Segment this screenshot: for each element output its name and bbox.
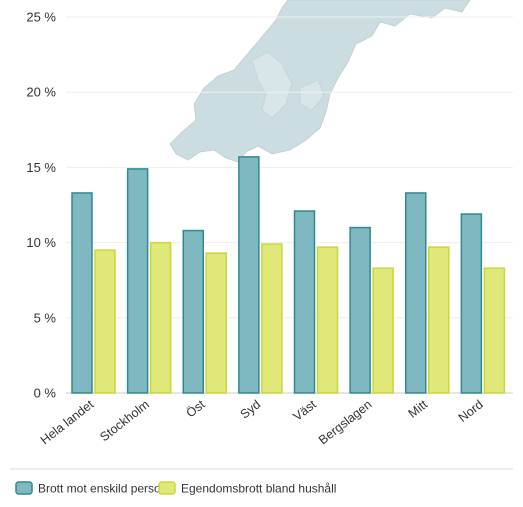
- x-tick-label: Syd: [238, 397, 264, 421]
- bar-person-2[interactable]: [182, 229, 204, 394]
- bars: [71, 156, 506, 394]
- bar-person-1[interactable]: [126, 168, 149, 394]
- bar-person-3[interactable]: [238, 156, 260, 394]
- y-tick-label: 15 %: [26, 160, 56, 175]
- y-tick-label: 5 %: [34, 310, 57, 325]
- legend-item-0[interactable]: Brott mot enskild person: [15, 481, 167, 496]
- x-tick-label: Öst: [184, 397, 208, 420]
- bar-person-7[interactable]: [460, 213, 483, 394]
- x-tick-label: Nord: [456, 397, 486, 425]
- legend-swatch: [15, 481, 33, 495]
- x-tick-label: Bergslagen: [316, 397, 374, 447]
- sweden-map-silhouette: [169, 0, 471, 163]
- y-tick-label: 0 %: [34, 386, 57, 401]
- bar-household-7[interactable]: [483, 267, 506, 394]
- bar-household-4[interactable]: [316, 246, 339, 394]
- y-axis: 0 % 5 % 10 % 15 % 20 % 25 %: [26, 10, 56, 401]
- bar-household-5[interactable]: [372, 267, 394, 394]
- x-tick-label: Stockholm: [97, 397, 152, 444]
- bar-household-0[interactable]: [94, 249, 116, 394]
- y-tick-label: 20 %: [26, 85, 56, 100]
- legend-swatch: [158, 481, 176, 495]
- legend: Brott mot enskild person Egendomsbrott bl…: [15, 481, 336, 496]
- bar-household-3[interactable]: [261, 243, 283, 394]
- legend-item-1[interactable]: Egendomsbrott bland hushåll: [158, 481, 336, 496]
- x-axis: Hela landet Stockholm Öst Syd VästBergslagen…: [38, 397, 486, 447]
- x-tick-label: Hela landet: [38, 397, 97, 447]
- x-tick-label: Mitt: [406, 397, 431, 421]
- bar-person-5[interactable]: [349, 226, 371, 394]
- bar-household-1[interactable]: [149, 241, 172, 394]
- bar-household-6[interactable]: [428, 246, 450, 394]
- legend-label: Brott mot enskild person: [38, 482, 167, 496]
- x-tick-label: Väst: [291, 397, 320, 424]
- legend-label: Egendomsbrott bland hushåll: [181, 482, 336, 496]
- bar-person-4[interactable]: [293, 210, 316, 394]
- bar-person-0[interactable]: [71, 192, 93, 394]
- bar-person-6[interactable]: [405, 192, 427, 394]
- bar-household-2[interactable]: [205, 252, 227, 394]
- y-tick-label: 25 %: [26, 10, 56, 25]
- y-tick-label: 10 %: [26, 235, 56, 250]
